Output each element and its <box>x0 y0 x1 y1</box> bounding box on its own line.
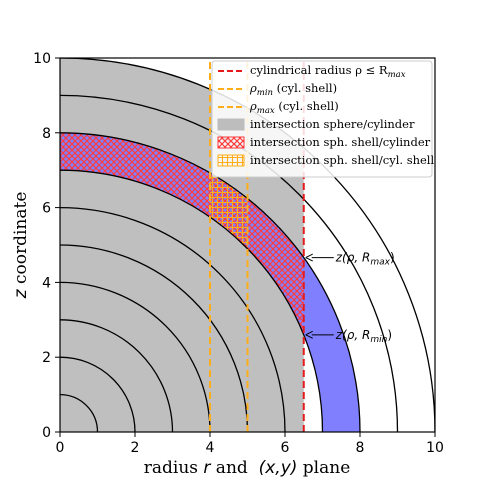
x-tick-label: 8 <box>356 440 365 456</box>
y-tick-label: 6 <box>42 201 51 217</box>
legend-patch-swatch <box>217 136 245 149</box>
x-axis-label-xy: (x,y) <box>259 458 298 478</box>
y-tick-label: 8 <box>42 126 51 142</box>
concentric-arc <box>60 132 361 432</box>
y-tick-label: 10 <box>33 51 51 67</box>
x-axis-label-r: r <box>203 458 211 478</box>
y-tick-label: 0 <box>42 425 51 441</box>
concentric-arc <box>60 206 286 432</box>
x-tick-label: 0 <box>56 440 65 456</box>
axes-frame <box>59 57 436 433</box>
legend-box <box>211 60 433 178</box>
legend-label: cylindrical radius ρ ≤ Rmax <box>250 63 406 80</box>
concentric-arc <box>60 281 211 432</box>
concentric-arc <box>60 94 399 432</box>
x-axis-label-suffix: plane <box>297 458 350 478</box>
shell-cylinder-hatch <box>60 132 304 335</box>
concentric-arc <box>60 319 174 432</box>
y-axis-label-z: z <box>11 288 31 299</box>
annotation-arrowhead <box>305 330 313 339</box>
y-tick-label: 4 <box>42 275 51 291</box>
annotation-label: z(ρ, Rmin) <box>335 328 392 345</box>
annotation-arrowhead <box>305 253 313 262</box>
x-tick-label: 4 <box>206 440 215 456</box>
y-axis-label: z coordinate <box>11 192 31 300</box>
axis-ticks: 0 2 4 6 8 10 0 2 4 6 8 10 <box>33 51 444 456</box>
legend-label: intersection sph. shell/cylinder <box>250 135 431 149</box>
x-axis-label: radius r and (x,y) plane <box>144 458 351 478</box>
concentric-arc <box>60 169 324 432</box>
concentric-arc <box>60 393 99 432</box>
x-axis-label-prefix: radius <box>144 458 204 478</box>
y-axis-label-suffix: coordinate <box>11 192 31 290</box>
x-tick-label: 6 <box>281 440 290 456</box>
legend-label: ρmax (cyl. shell) <box>249 99 339 116</box>
legend-patch-swatch <box>217 118 245 131</box>
x-axis-label-mid: and <box>210 458 258 478</box>
legend-entry: intersection sph. shell/cylinder <box>217 135 431 149</box>
legend-label: intersection sph. shell/cyl. shell <box>250 153 434 167</box>
y-tick-label: 2 <box>42 350 51 366</box>
legend-patch-swatch <box>217 154 245 167</box>
legend-entry: intersection sphere/cylinder <box>217 117 415 131</box>
concentric-arc <box>60 244 249 432</box>
legend-entry: ρmax (cyl. shell) <box>218 99 339 116</box>
legend-label: ρmin (cyl. shell) <box>249 81 337 98</box>
legend-entry: intersection sph. shell/cyl. shell <box>217 153 434 167</box>
legend-label: intersection sphere/cylinder <box>250 117 415 131</box>
concentric-arc <box>60 356 136 432</box>
annotation-label: z(ρ, Rmax) <box>335 251 395 268</box>
legend-entry: ρmin (cyl. shell) <box>218 81 337 98</box>
legend-entry: cylindrical radius ρ ≤ Rmax <box>218 63 406 80</box>
x-tick-label: 10 <box>426 440 444 456</box>
annotations: z(ρ, Rmax) z(ρ, Rmin) <box>305 251 395 345</box>
x-tick-label: 2 <box>131 440 140 456</box>
